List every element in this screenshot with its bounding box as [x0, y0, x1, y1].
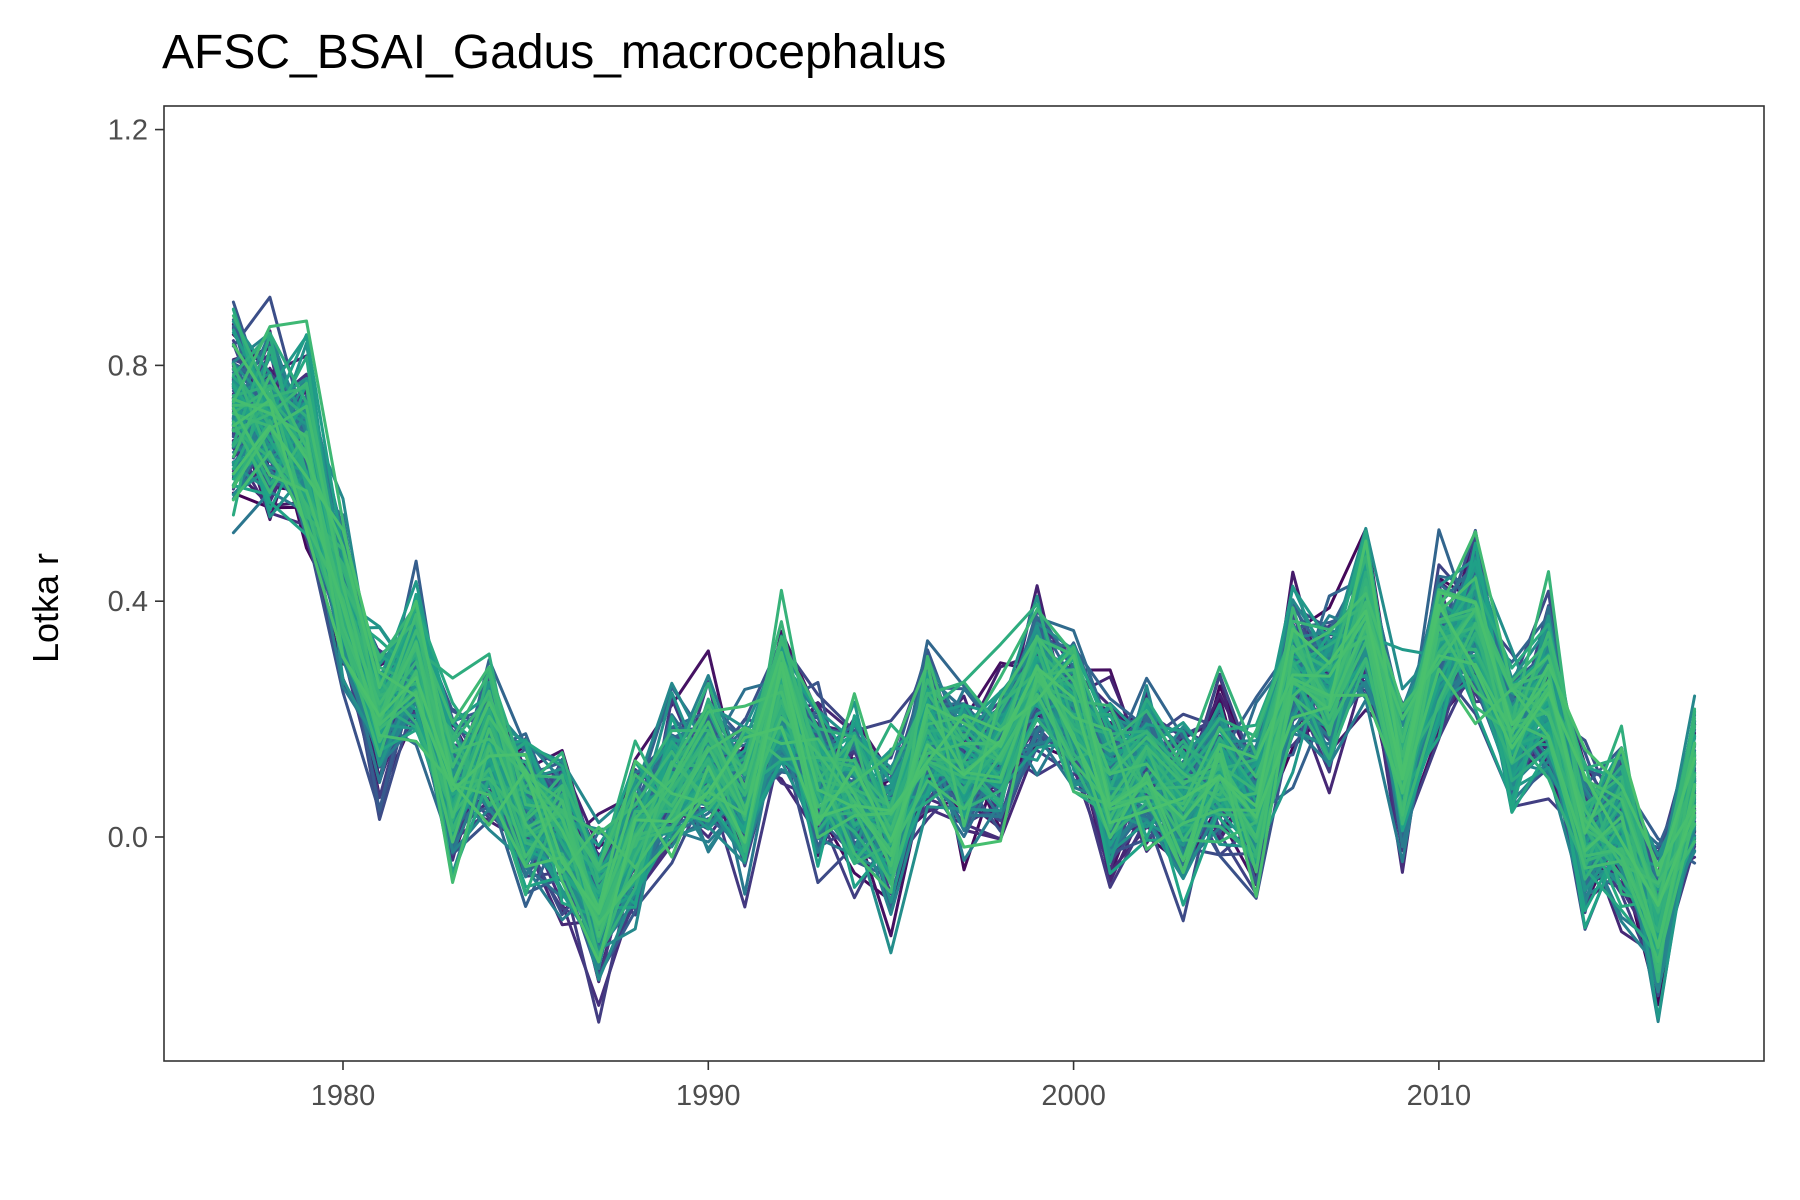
series-line	[231, 404, 1697, 916]
y-axis-label: Lotka r	[25, 553, 66, 663]
x-tick-label: 1980	[311, 1080, 376, 1112]
series-line	[231, 412, 1697, 974]
y-tick-label: 0.8	[108, 350, 148, 382]
series-line	[231, 403, 1697, 928]
y-tick-label: 0.4	[108, 586, 148, 618]
series-line	[231, 398, 1697, 910]
series-group	[231, 295, 1697, 1024]
x-tick-label: 2000	[1041, 1080, 1106, 1112]
series-line	[231, 314, 1697, 984]
chart-title: AFSC_BSAI_Gadus_macrocephalus	[162, 26, 946, 79]
series-line	[231, 424, 1697, 915]
series-line	[231, 343, 1697, 964]
x-axis: 1980 1990 2000 2010	[311, 1061, 1471, 1112]
series-line	[231, 403, 1697, 973]
plot-panel	[163, 105, 1765, 1062]
series-line	[231, 406, 1697, 950]
y-tick-label: 0.0	[108, 822, 148, 854]
x-tick-label: 1990	[676, 1080, 741, 1112]
y-axis: 0.0 0.4 0.8 1.2	[108, 115, 164, 854]
x-tick-label: 2010	[1407, 1080, 1472, 1112]
y-tick-label: 1.2	[108, 115, 148, 147]
